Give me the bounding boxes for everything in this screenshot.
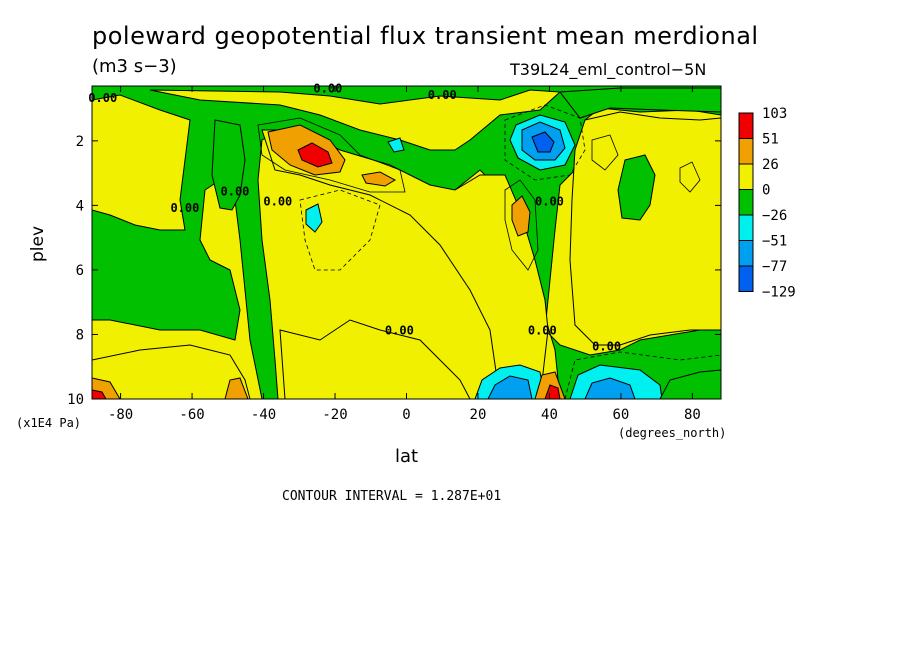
colorbar-label: −51 <box>762 234 787 250</box>
fill-orange-bottom-2 <box>224 377 249 399</box>
colorbar-label: −129 <box>762 285 796 301</box>
fill-yellow-bottom-center <box>279 319 471 399</box>
colorbar-swatch <box>738 189 754 216</box>
contour-thin-1 <box>257 117 406 193</box>
x-tick-label: 80 <box>684 407 701 423</box>
fill-cyan-small-1 <box>305 203 323 233</box>
colorbar-swatch <box>738 138 754 165</box>
x-tick-label: -20 <box>322 407 347 423</box>
x-ticks: -80 -60 -40 -20 0 20 40 60 80 <box>108 86 701 423</box>
fill-red-bottom-left <box>92 389 107 399</box>
colorbar-label: 51 <box>762 132 779 148</box>
fill-green-top-right <box>559 87 721 119</box>
colorbar-label: 103 <box>762 106 787 122</box>
contour-label: 0.00 <box>313 81 342 95</box>
colorbar-swatch <box>738 240 754 267</box>
y-tick-label: 2 <box>76 134 84 150</box>
colorbar-label: 26 <box>762 157 779 173</box>
colorbar-swatch <box>738 265 754 292</box>
fill-darkblue-upper <box>531 131 555 153</box>
contour-label: 0.00 <box>263 194 292 208</box>
fill-green-left-blob <box>211 119 246 211</box>
x-axis-label: lat <box>395 446 419 467</box>
colorbar-label: −77 <box>762 259 787 275</box>
x-tick-label: 0 <box>402 407 410 423</box>
colorbar-label: 0 <box>762 183 770 199</box>
contour-label: 0.00 <box>221 185 250 199</box>
fill-yellow-right <box>569 111 721 346</box>
contour-label: 0.00 <box>535 194 564 208</box>
contour-labels: 0.00 0.00 0.00 0.00 0.00 0.00 0.00 0.00 0.00 0.00 <box>88 81 621 353</box>
x-axis-units: (degrees_north) <box>618 426 727 440</box>
contour-thin-3 <box>591 134 619 171</box>
fill-yellow-top-band <box>149 89 562 151</box>
y-tick-label: 4 <box>76 198 84 214</box>
fill-orange-mid <box>511 195 531 237</box>
x-tick-label: -60 <box>179 407 204 423</box>
y-scale-note: (x1E4 Pa) <box>16 416 82 430</box>
contour-dashed-2 <box>504 104 586 181</box>
colorbar-swatch <box>738 163 754 190</box>
contour-label: 0.00 <box>528 323 557 337</box>
contour-thin-4 <box>679 161 701 193</box>
chart-units: (m3 s−3) <box>92 56 177 77</box>
fill-yellow-diagonal <box>261 129 549 399</box>
colorbar: 103 51 26 0 −26 −51 −77 −129 <box>738 106 796 301</box>
fill-green-bottom-right <box>659 369 721 399</box>
fill-blue-bottom-2 <box>584 377 636 399</box>
x-tick-label: 60 <box>613 407 630 423</box>
fill-yellow-bottom-left <box>92 344 251 399</box>
fill-orange-small <box>361 171 397 187</box>
y-ticks: 2 4 6 8 10 <box>67 134 721 408</box>
colorbar-label: −26 <box>762 208 787 224</box>
contour-dashed-1 <box>299 189 381 271</box>
fill-green-right-blob <box>617 154 656 221</box>
contour-label: 0.00 <box>385 323 414 337</box>
contour-label: 0.00 <box>428 88 457 102</box>
x-tick-label: 20 <box>470 407 487 423</box>
chart-title: poleward geopotential flux transient mea… <box>92 22 759 50</box>
contour-interval: CONTOUR INTERVAL = 1.287E+01 <box>282 489 502 504</box>
contour-dashed-3 <box>564 351 721 399</box>
contour-label: 0.00 <box>88 91 117 105</box>
contour-label: 0.00 <box>592 340 621 354</box>
fill-red-main <box>297 142 333 168</box>
contour-thin-2 <box>504 179 539 271</box>
y-tick-label: 6 <box>76 263 84 279</box>
x-tick-label: -80 <box>108 407 133 423</box>
contour-label: 0.00 <box>170 201 199 215</box>
fill-yellow-left-upper <box>92 94 191 231</box>
colorbar-swatch <box>738 112 754 139</box>
y-tick-label: 8 <box>76 327 84 343</box>
run-id: T39L24_eml_control−5N <box>510 60 707 79</box>
colorbar-swatch <box>738 214 754 241</box>
fill-cyan-small-2 <box>387 137 405 153</box>
x-tick-label: 40 <box>541 407 558 423</box>
plot-fills <box>92 86 721 399</box>
y-tick-label: 10 <box>67 392 84 408</box>
fill-blue-bottom-1 <box>487 375 533 399</box>
x-tick-label: -40 <box>251 407 276 423</box>
fill-red-bottom-3 <box>544 384 561 399</box>
